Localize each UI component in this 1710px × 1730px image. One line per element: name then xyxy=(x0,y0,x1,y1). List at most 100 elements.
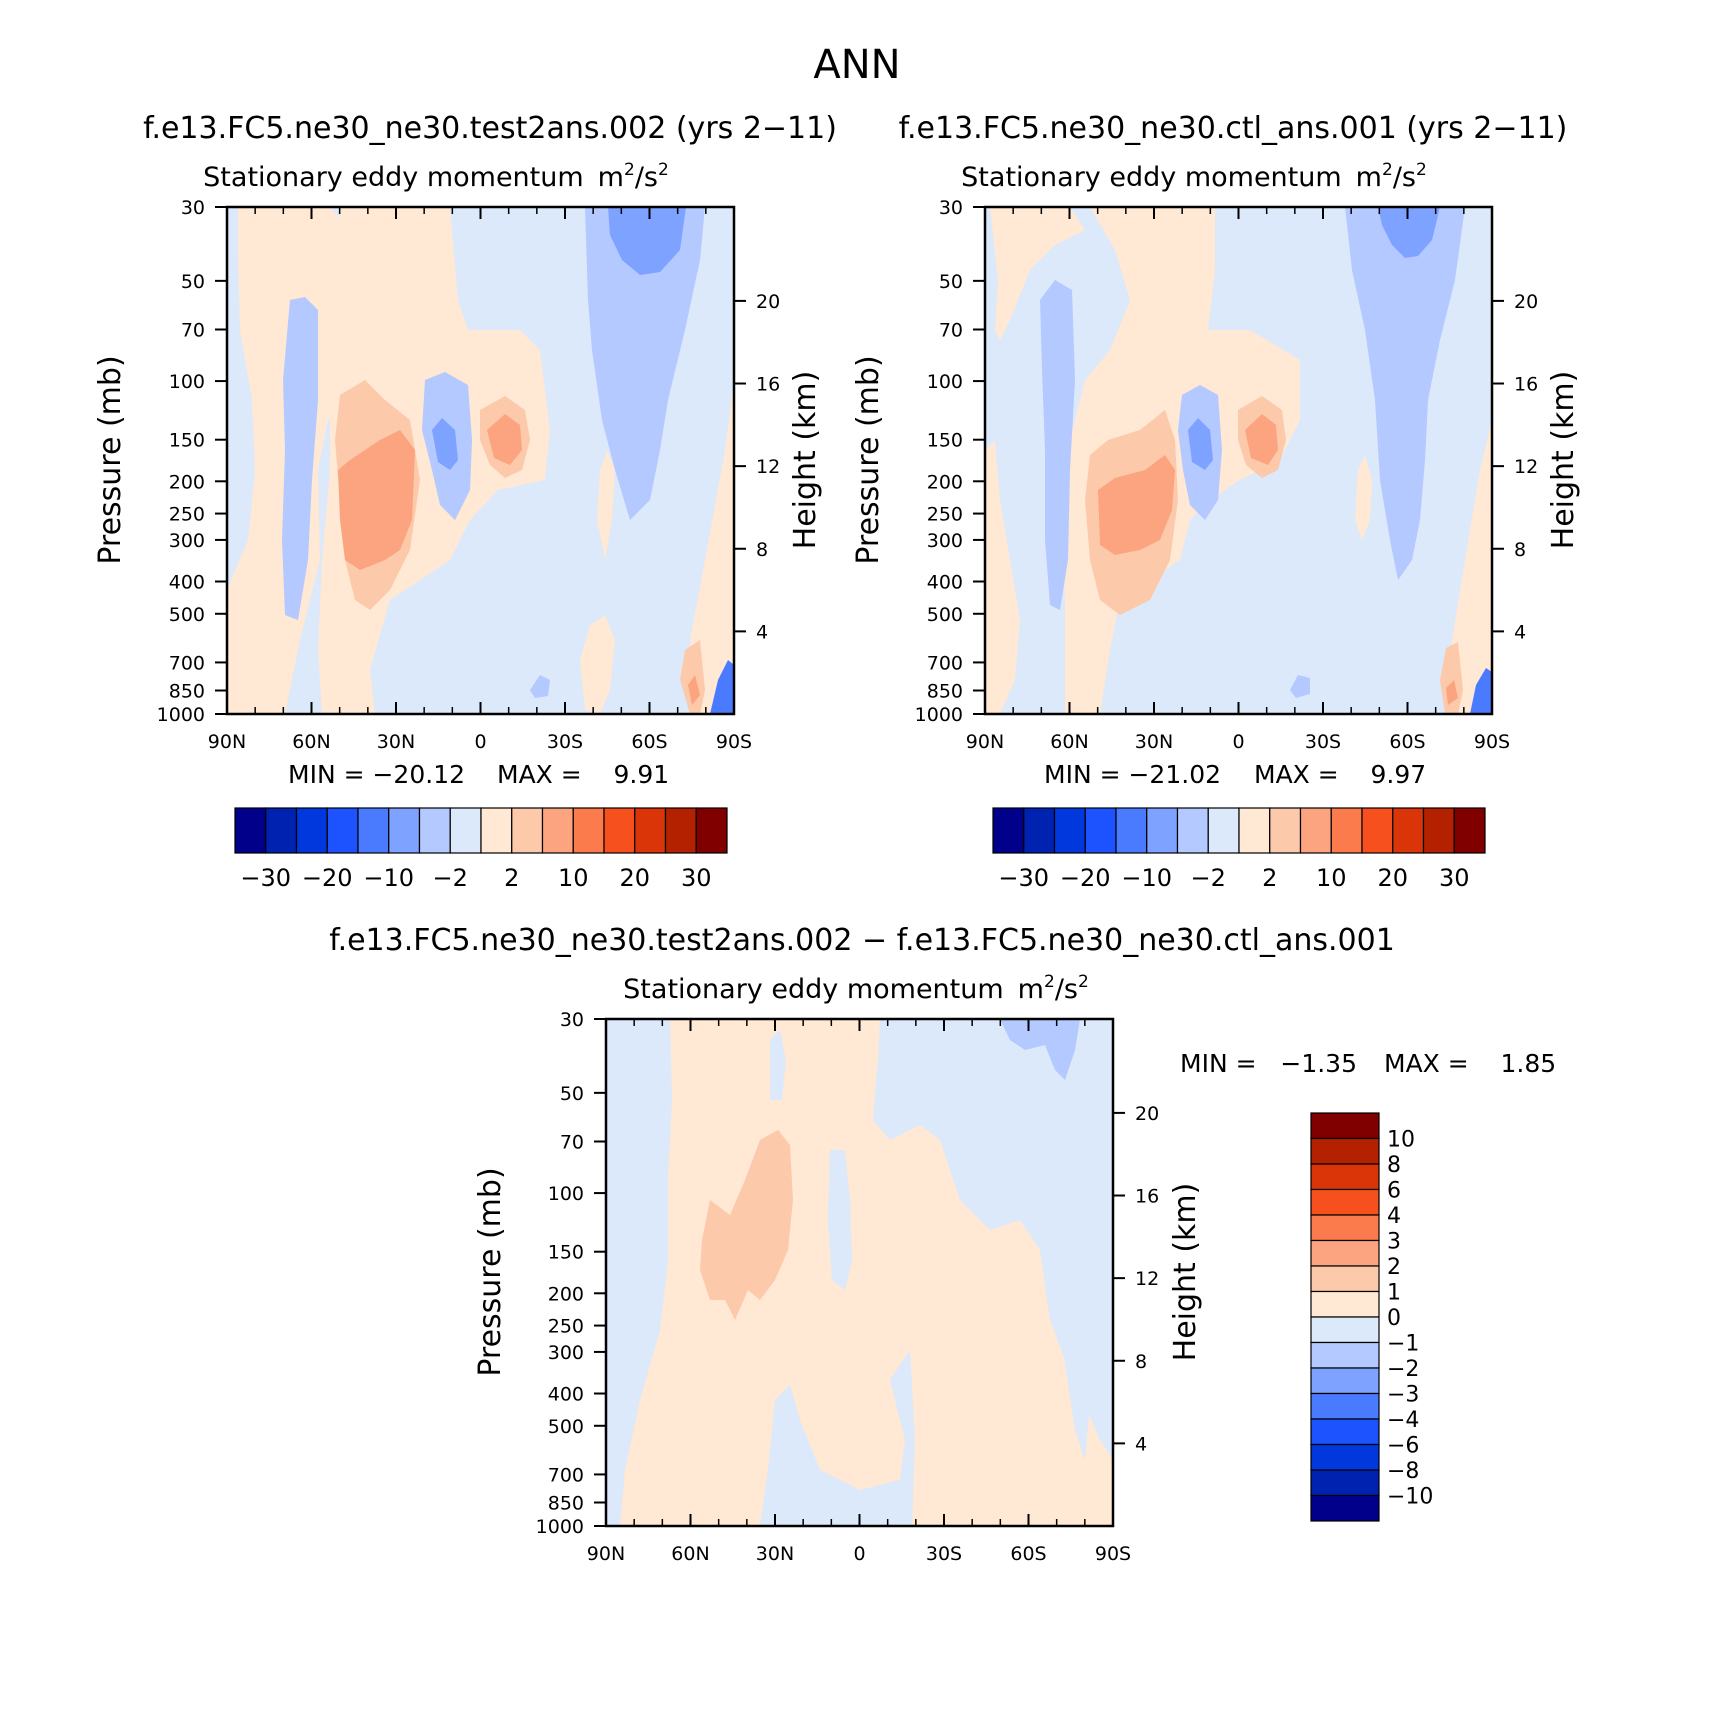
colorbar-swatch xyxy=(1310,1265,1380,1293)
height-tick-label: 20 xyxy=(756,291,780,313)
page-title: ANN xyxy=(813,42,900,88)
contour-polar-level3-test xyxy=(688,675,700,705)
contour-sh-midpositive-ctl xyxy=(1355,455,1372,540)
colorbar-swatch xyxy=(1084,807,1117,854)
x-tick-label: 0 xyxy=(1232,731,1244,753)
colorbar-label: −2 xyxy=(1191,864,1226,892)
colorbar-swatch xyxy=(388,807,421,854)
contour-west-negative-ctl xyxy=(1040,280,1075,610)
y-tick-label: 70 xyxy=(939,320,963,342)
panel-diff: f.e13.FC5.ne30_ne30.test2ans.002 − f.e13… xyxy=(329,923,1556,1565)
colorbar-label: −6 xyxy=(1387,1434,1419,1459)
colorbar-swatch xyxy=(449,807,482,854)
contour-sh-strat-core-ctl xyxy=(1378,207,1440,258)
contour-polar-level3-ctl xyxy=(1446,680,1458,705)
y-tick-label: 200 xyxy=(548,1283,584,1305)
colorbar-swatch xyxy=(1330,807,1363,854)
colorbar-swatch xyxy=(1422,807,1455,854)
height-tick-label: 16 xyxy=(756,374,780,396)
colorbar-swatch xyxy=(418,807,451,854)
colorbar-label: 20 xyxy=(1377,864,1408,892)
colorbar-swatch xyxy=(1023,807,1056,854)
colorbar-swatch xyxy=(541,807,574,854)
y-tick-label: 70 xyxy=(181,320,205,342)
axes-diff: 90N 60N 30N 0 30S 60S 90S 30 50 70 100 150 200 250 300… xyxy=(536,1009,1160,1565)
contour-field-ctl xyxy=(985,207,1492,714)
x-tick-label: 0 xyxy=(474,731,486,753)
variable-title-ctl: Stationary eddy momentum m2/s2 xyxy=(961,160,1427,193)
x-tick-label: 0 xyxy=(853,1543,865,1565)
colorbar-swatch xyxy=(1299,807,1332,854)
colorbar-label: 0 xyxy=(1387,1306,1401,1331)
y-tick-label: 850 xyxy=(169,681,205,703)
contour-eq-positive-core-ctl xyxy=(1245,414,1278,465)
y-tick-label: 50 xyxy=(181,271,205,293)
colorbar-label: −2 xyxy=(1387,1357,1419,1382)
height-tick-label: 16 xyxy=(1135,1186,1159,1208)
colorbar-label: 10 xyxy=(1387,1128,1415,1153)
colorbar-swatch xyxy=(664,807,697,854)
case-title-ctl: f.e13.FC5.ne30_ne30.ctl_ans.001 (yrs 2−1… xyxy=(899,111,1568,146)
y-tick-label: 150 xyxy=(927,430,963,452)
contour-west-positive-ctl xyxy=(990,207,1085,340)
colorbar-swatch xyxy=(1310,1316,1380,1344)
contour-polar-negative-ctl xyxy=(1470,668,1492,714)
contour-strat-negative-diff xyxy=(1000,1019,1080,1080)
y-tick-label: 250 xyxy=(927,504,963,526)
colorbar-label: −3 xyxy=(1387,1383,1419,1408)
colorbar-swatch xyxy=(992,807,1025,854)
height-tick-label: 8 xyxy=(1514,539,1526,561)
colorbar-swatch xyxy=(1310,1418,1380,1446)
y-tick-label: 150 xyxy=(548,1242,584,1264)
colorbar-label: 2 xyxy=(1387,1255,1401,1280)
x-tick-label: 90N xyxy=(966,731,1004,753)
contour-sh-strat-core-test xyxy=(608,207,686,275)
colorbar-label: 4 xyxy=(1387,1204,1401,1229)
y-tick-label: 850 xyxy=(548,1493,584,1515)
colorbar-swatch xyxy=(1361,807,1394,854)
colorbar-swatch xyxy=(480,807,513,854)
colorbar-swatch xyxy=(603,807,636,854)
x-tick-label: 90S xyxy=(1474,731,1510,753)
contour-eq-negative-core-test xyxy=(432,418,458,470)
colorbar-label: −10 xyxy=(1387,1485,1433,1510)
colorbar-swatch xyxy=(695,807,728,854)
max-label-diff: MAX = 1.85 xyxy=(1384,1049,1556,1078)
colorbar-label: −1 xyxy=(1387,1332,1419,1357)
height-tick-label: 12 xyxy=(1514,456,1538,478)
contour-sh-strat-negative-ctl xyxy=(1345,207,1465,580)
y-label-right-diff: Height (km) xyxy=(1168,1183,1203,1362)
y-tick-label: 30 xyxy=(560,1009,584,1031)
colorbar-swatch xyxy=(634,807,667,854)
colorbar-label: 2 xyxy=(504,864,519,892)
colorbar-ctl: −30 −20 −10 −2 2 10 20 30 xyxy=(992,807,1486,892)
y-tick-label: 200 xyxy=(927,471,963,493)
y-label-right-ctl: Height (km) xyxy=(1546,371,1581,550)
colorbar-swatch xyxy=(357,807,390,854)
height-tick-label: 8 xyxy=(1135,1351,1147,1373)
x-tick-label: 30N xyxy=(377,731,415,753)
y-tick-label: 30 xyxy=(181,197,205,219)
panel-test: f.e13.FC5.ne30_ne30.test2ans.002 (yrs 2−… xyxy=(93,111,837,892)
y-tick-label: 400 xyxy=(548,1384,584,1406)
colorbar-label: 20 xyxy=(619,864,650,892)
contour-neg-mid-diff xyxy=(828,1150,852,1290)
colorbar-label: −10 xyxy=(363,864,414,892)
contour-polar-negative-test xyxy=(710,660,734,714)
colorbar-swatch xyxy=(1392,807,1425,854)
colorbar-label: 30 xyxy=(1439,864,1470,892)
colorbar-label: −10 xyxy=(1121,864,1172,892)
y-label-diff: Pressure (mb) xyxy=(473,1167,508,1376)
y-tick-label: 500 xyxy=(548,1416,584,1438)
y-tick-label: 700 xyxy=(169,652,205,674)
height-tick-label: 20 xyxy=(1135,1103,1159,1125)
colorbar-label: 10 xyxy=(558,864,589,892)
colorbar-swatch xyxy=(1310,1469,1380,1497)
y-tick-label: 50 xyxy=(560,1083,584,1105)
contour-polar-positive-test xyxy=(690,380,734,714)
x-tick-label: 60N xyxy=(1050,731,1088,753)
contour-sh-strat-negative-test xyxy=(585,207,705,520)
y-tick-label: 1000 xyxy=(915,704,963,726)
colorbar-swatch xyxy=(1310,1392,1380,1420)
